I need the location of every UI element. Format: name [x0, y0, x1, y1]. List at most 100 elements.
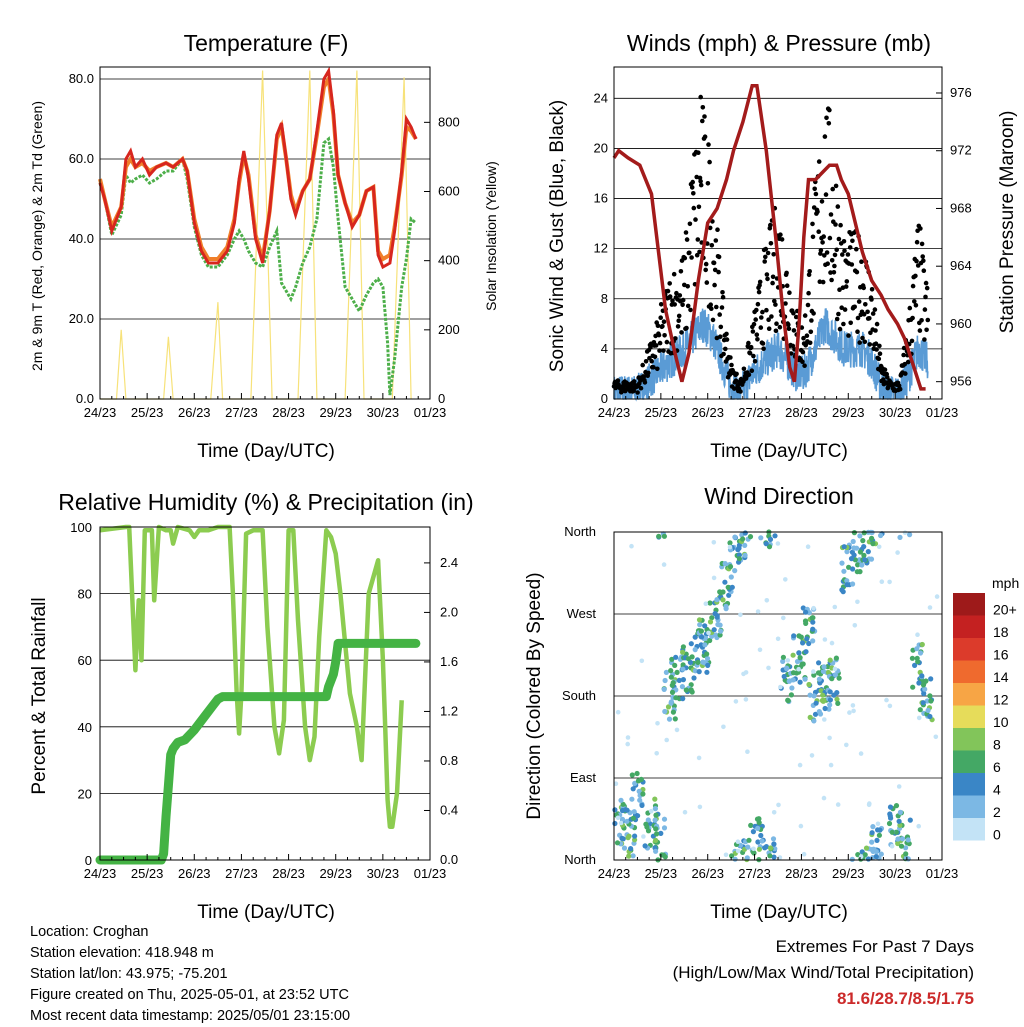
direction-point: [670, 680, 676, 686]
gust-point: [813, 191, 819, 197]
direction-point: [916, 823, 921, 829]
direction-point: [847, 710, 852, 715]
humidity-ytick-label: 40: [78, 720, 92, 735]
direction-point: [857, 549, 864, 555]
gust-point: [786, 326, 792, 332]
gust-point: [791, 328, 797, 333]
direction-point: [780, 658, 786, 665]
direction-point: [630, 853, 636, 859]
direction-point: [732, 568, 738, 574]
legend-label: 14: [993, 669, 1009, 685]
gust-point: [635, 390, 640, 395]
gust-point: [802, 363, 807, 369]
gust-point: [664, 339, 670, 345]
gust-point: [811, 311, 816, 316]
direction-point: [899, 836, 906, 842]
gust-point: [815, 209, 820, 215]
direction-point: [851, 530, 858, 536]
x-tick-label: 30/23: [367, 866, 400, 881]
direction-point: [736, 556, 743, 562]
direction-point: [653, 837, 659, 844]
direction-point: [850, 581, 856, 587]
gust-point: [774, 321, 779, 327]
direction-point: [614, 840, 621, 846]
gust-point: [685, 303, 691, 309]
extremes-subheading: (High/Low/Max Wind/Total Precipitation): [672, 963, 974, 982]
direction-point: [927, 713, 933, 720]
gust-point: [769, 314, 774, 319]
gust-point: [716, 254, 722, 260]
direction-point: [626, 853, 632, 859]
direction-point: [728, 574, 734, 580]
gust-point: [733, 378, 739, 384]
direction-point: [844, 578, 850, 584]
gust-point: [862, 339, 868, 345]
direction-point: [635, 813, 641, 819]
direction-point: [661, 825, 668, 831]
dewpoint-line: [98, 136, 417, 396]
direction-point: [833, 655, 840, 661]
gust-point: [676, 313, 682, 319]
gust-point: [753, 317, 758, 322]
direction-point: [699, 634, 705, 640]
gust-point: [720, 294, 726, 300]
gust-point: [836, 311, 841, 317]
direction-point: [711, 575, 717, 581]
temperature-panel: Temperature (F) 0.0 20.0 40.0 60.0 80.0 0 200 4…: [29, 30, 499, 462]
direction-point: [857, 569, 863, 575]
gust-point: [749, 368, 755, 374]
gust-point: [642, 380, 648, 385]
direction-point: [771, 841, 777, 847]
direction-point: [821, 664, 827, 670]
direction-point: [799, 661, 805, 668]
gust-point: [678, 269, 684, 274]
direction-point: [705, 662, 711, 669]
humidity-ytick-label: 20: [78, 786, 92, 801]
gust-point: [719, 305, 725, 310]
gust-point: [807, 340, 813, 346]
direction-point: [711, 627, 717, 633]
direction-point: [910, 684, 916, 690]
direction-point: [662, 677, 668, 684]
gust-point: [680, 297, 686, 303]
most-recent-timestamp: Most recent data timestamp: 2025/05/01 2…: [30, 1008, 351, 1024]
direction-point: [620, 801, 626, 807]
direction-panel: Wind Direction NorthEastSouthWestNorth24…: [524, 483, 1019, 923]
humidity-right-tick-label: 0.8: [440, 753, 458, 768]
gust-point: [845, 252, 851, 257]
direction-point: [637, 797, 643, 803]
gust-point: [764, 272, 770, 277]
direction-point: [825, 664, 831, 670]
gust-point: [903, 371, 908, 376]
direction-point: [723, 852, 729, 858]
direction-point: [835, 700, 841, 707]
direction-point: [895, 836, 901, 842]
x-tick-label: 25/23: [131, 866, 164, 881]
station-latlon: Station lat/lon: 43.975; -75.201: [30, 966, 228, 982]
direction-point: [688, 641, 694, 647]
direction-point: [828, 762, 834, 768]
direction-point: [920, 682, 927, 688]
legend-swatch: [953, 818, 985, 841]
gust-point: [808, 329, 814, 335]
gust-point: [747, 350, 753, 356]
gust-point: [793, 314, 799, 320]
gust-point: [828, 270, 833, 275]
direction-point: [806, 681, 812, 688]
direction-point: [669, 689, 676, 696]
legend-label: 6: [993, 759, 1001, 775]
direction-point: [736, 552, 743, 558]
gust-point: [867, 342, 873, 347]
total-precip-line: [95, 638, 421, 865]
direction-point: [736, 542, 743, 548]
direction-point: [685, 656, 692, 662]
gust-point: [922, 337, 927, 342]
winds-ylabel: Sonic Wind & Gust (Blue, Black): [547, 100, 568, 372]
direction-point: [680, 666, 686, 672]
direction-point: [625, 835, 631, 841]
direction-point: [717, 622, 723, 628]
gust-point: [758, 325, 764, 330]
gust-point: [800, 349, 806, 355]
direction-point: [672, 662, 678, 669]
gust-point: [765, 276, 770, 282]
